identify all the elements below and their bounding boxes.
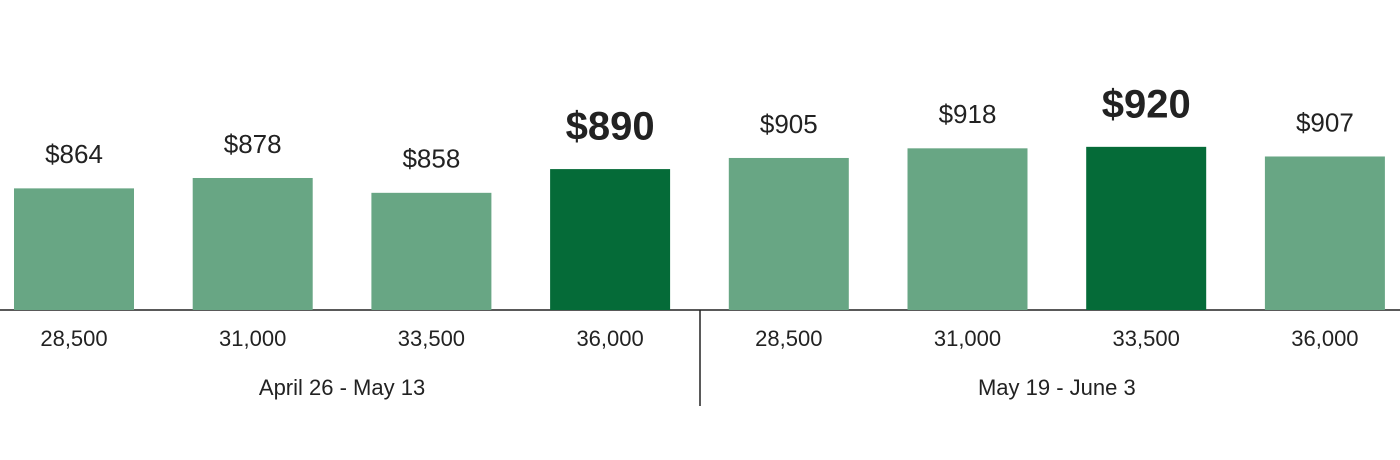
group-label: April 26 - May 13 xyxy=(259,375,425,400)
bar xyxy=(907,148,1028,310)
bar xyxy=(1086,146,1207,310)
value-label: $878 xyxy=(224,129,282,159)
value-label: $907 xyxy=(1296,107,1354,137)
x-tick-label: 36,000 xyxy=(576,326,643,351)
bar xyxy=(1264,156,1385,310)
value-label: $858 xyxy=(402,144,460,174)
x-tick-label: 33,500 xyxy=(1113,326,1180,351)
x-tick-label: 31,000 xyxy=(219,326,286,351)
group-label: May 19 - June 3 xyxy=(978,375,1136,400)
x-tick-label: 28,500 xyxy=(755,326,822,351)
x-tick-label: 36,000 xyxy=(1291,326,1358,351)
bar xyxy=(550,169,671,310)
bar xyxy=(371,192,492,310)
value-label: $920 xyxy=(1102,82,1191,126)
value-label: $905 xyxy=(760,109,818,139)
value-label: $918 xyxy=(939,99,997,129)
x-tick-label: 28,500 xyxy=(40,326,107,351)
value-label: $890 xyxy=(566,105,655,149)
bar xyxy=(192,177,313,310)
bar xyxy=(14,188,134,310)
x-tick-label: 31,000 xyxy=(934,326,1001,351)
bar xyxy=(728,157,849,310)
x-tick-label: 33,500 xyxy=(398,326,465,351)
value-label: $864 xyxy=(45,139,103,169)
